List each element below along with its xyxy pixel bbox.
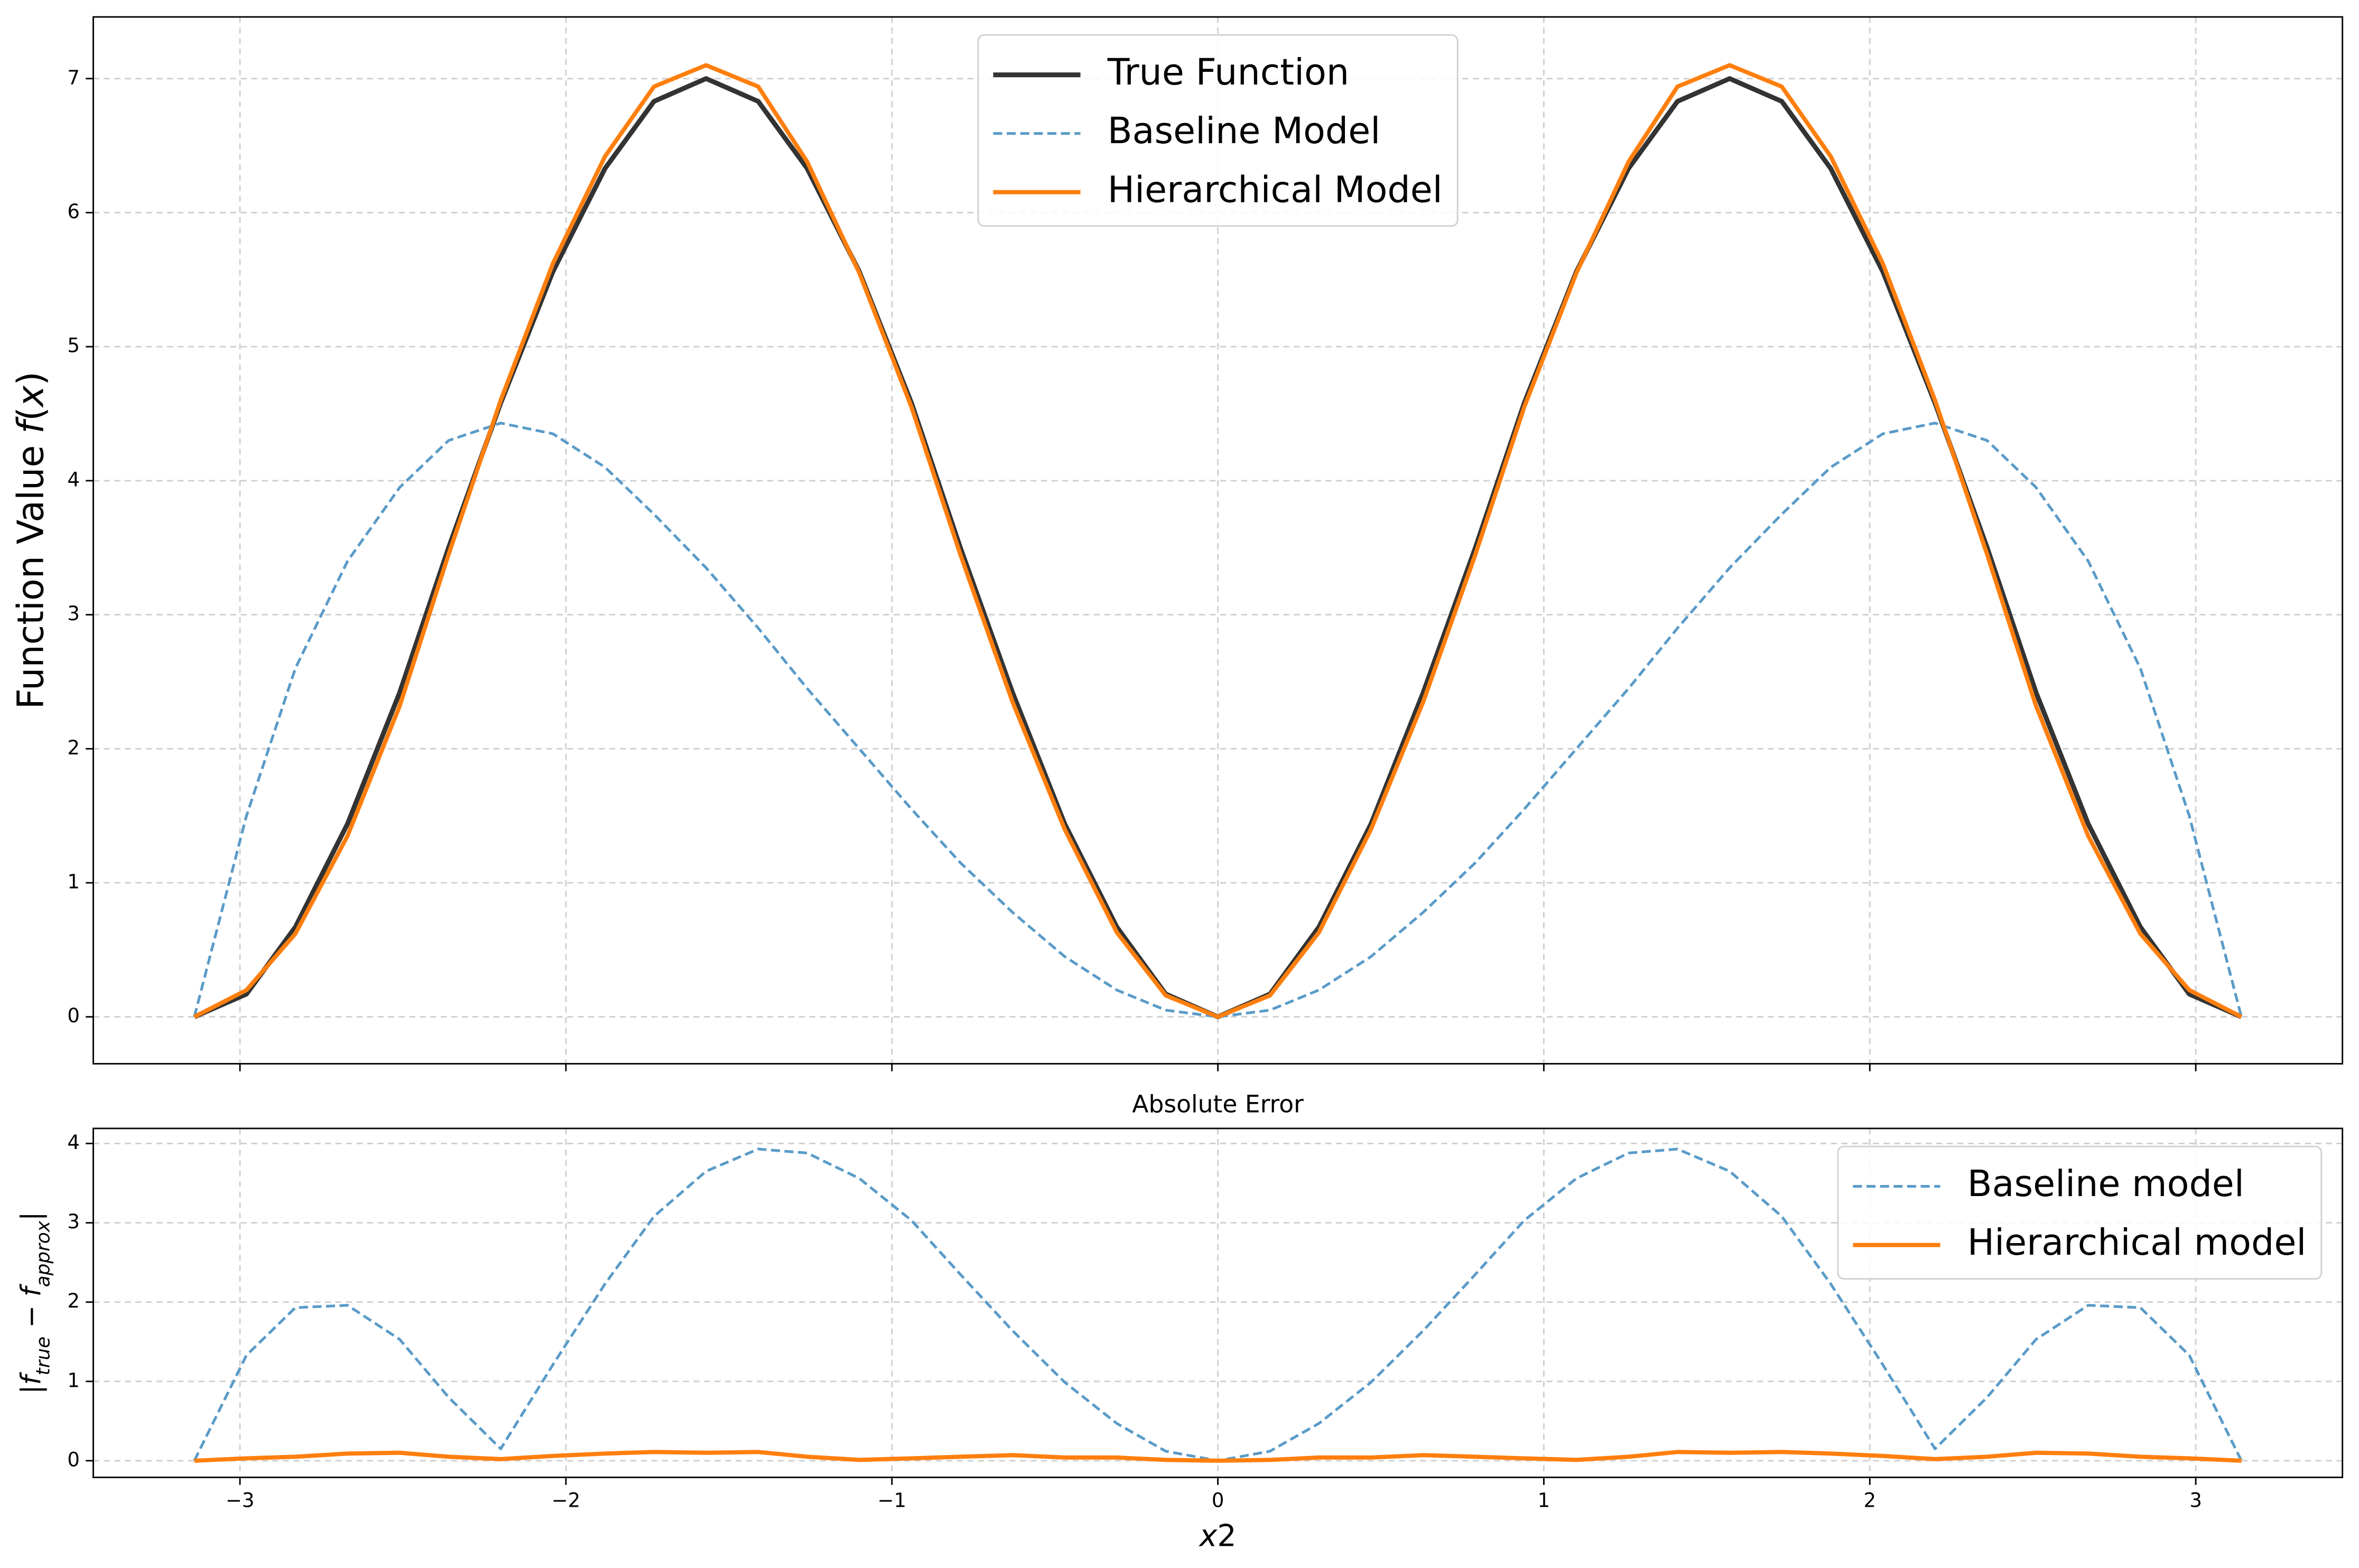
y-axis-label: |ftrue − fapprox|: [16, 1212, 54, 1394]
x-tick-label: 1: [1538, 1489, 1550, 1511]
y-tick-label: 5: [67, 334, 80, 357]
label-part: Function Value: [10, 434, 52, 710]
x-tick-label: 0: [1212, 1489, 1224, 1511]
legend-label: True Function: [1107, 52, 1349, 94]
label-part: x: [10, 385, 52, 408]
label-part: x: [1199, 1518, 1218, 1553]
label-part: approx: [32, 1220, 54, 1287]
y-tick-label: 4: [67, 468, 80, 491]
legend-box: [977, 34, 1459, 227]
x-axis-label: x2: [1199, 1518, 1237, 1553]
x-tick-label: −2: [552, 1489, 581, 1511]
y-tick-label: 3: [67, 602, 80, 625]
axes-frame: [92, 16, 2344, 1065]
axes-frame: [92, 1127, 2344, 1478]
y-tick-label: 6: [67, 200, 80, 223]
axes: 0 1 2 3 4 5 6 7 Function Value f(x) True Function…: [10, 16, 2344, 1071]
y-tick-label: 1: [67, 871, 80, 893]
y-tick-label: 0: [67, 1448, 80, 1471]
legend-label: Hierarchical Model: [1108, 169, 1443, 211]
y-tick-label: 2: [67, 736, 80, 759]
legend: True Function Baseline Model Hierarchical …: [977, 34, 1459, 227]
y-tick-label: 0: [67, 1004, 80, 1027]
subplot-title: Absolute Error: [1132, 1090, 1304, 1118]
label-part: −: [16, 1296, 48, 1337]
x-tick-label: 2: [1863, 1489, 1876, 1511]
legend: Baseline model Hierarchical model: [1837, 1145, 2323, 1280]
y-tick-label: 3: [67, 1210, 80, 1233]
label-part: |: [16, 1385, 48, 1394]
legend-box: [1837, 1145, 2323, 1280]
y-tick-label: 1: [67, 1369, 80, 1392]
x-tick-label: −3: [226, 1489, 255, 1511]
legend-label: Baseline model: [1967, 1163, 2244, 1205]
series-line: [193, 63, 2243, 1019]
label-part: true: [32, 1337, 54, 1376]
label-part: (: [10, 407, 52, 421]
y-tick-label: 4: [67, 1131, 80, 1154]
y-tick-label: 2: [67, 1290, 80, 1312]
label-part: 2: [1217, 1518, 1236, 1553]
label-part: |: [16, 1212, 48, 1221]
x-tick-label: 3: [2189, 1489, 2202, 1511]
y-tick-label: 7: [67, 66, 80, 89]
label-part: ): [10, 371, 52, 386]
x-tick-label: −1: [877, 1489, 906, 1511]
y-axis-label: Function Value f(x): [10, 371, 52, 709]
legend-label: Baseline Model: [1108, 110, 1380, 152]
series-line: [194, 1450, 2242, 1463]
legend-label: Hierarchical model: [1967, 1222, 2307, 1264]
